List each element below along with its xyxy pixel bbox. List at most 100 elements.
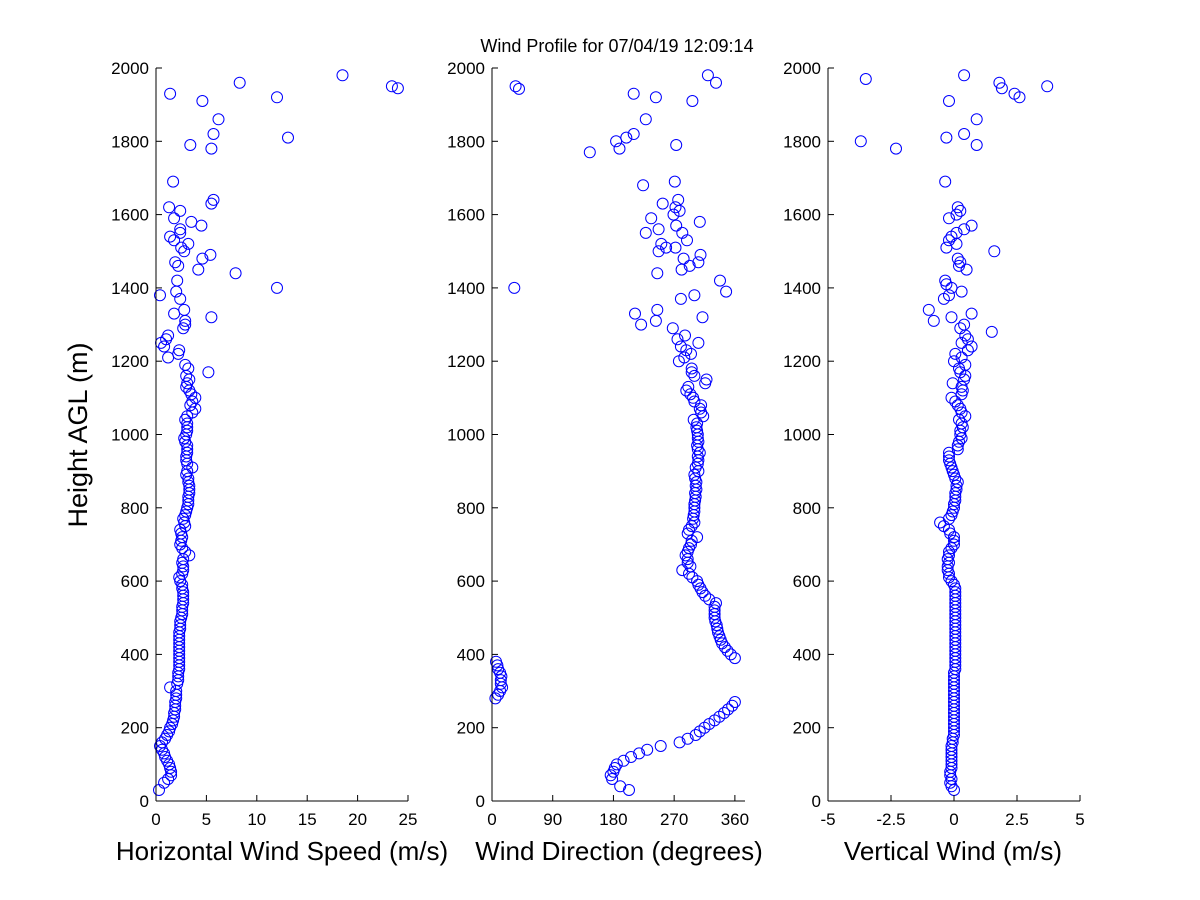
- height-ylabel: Height AGL (m): [63, 342, 93, 527]
- horizontal-speed-point: [202, 366, 215, 379]
- horizontal-speed-point: [229, 267, 242, 280]
- horizontal-speed-point: [185, 215, 198, 228]
- direction-point: [645, 212, 658, 225]
- horizontal-speed-point: [391, 82, 404, 95]
- horizontal-speed-point: [156, 736, 168, 749]
- horizontal-speed-point: [158, 340, 171, 353]
- horizontal-speed-point: [176, 531, 189, 544]
- vertical-point: [949, 347, 962, 360]
- direction-point: [687, 391, 700, 404]
- vertical-point: [946, 377, 959, 390]
- vertical-xlabel: Vertical Wind (m/s): [844, 836, 1062, 866]
- horizontal-speed-point: [271, 281, 283, 294]
- horizontal-speed-point: [233, 76, 246, 89]
- vertical-point: [927, 314, 940, 327]
- vertical-point: [954, 402, 967, 415]
- horizontal-speed-point: [180, 505, 193, 518]
- direction-point: [639, 226, 652, 239]
- direction-point: [668, 175, 681, 188]
- vertical-point: [950, 208, 963, 221]
- direction-y-tick-label: 1000: [447, 426, 485, 445]
- horizontal-speed-point: [179, 509, 192, 522]
- direction-point: [692, 256, 705, 269]
- vertical-point: [955, 351, 968, 364]
- horizontal-speed-point: [164, 681, 177, 694]
- direction-point: [652, 245, 665, 258]
- vertical-point: [958, 223, 971, 236]
- vertical-point: [948, 355, 960, 368]
- direction-point: [692, 336, 705, 349]
- horizontal-speed-point: [170, 692, 183, 705]
- vertical-point: [943, 450, 955, 463]
- vertical-y-tick-label: 1400: [783, 279, 821, 298]
- horizontal-speed-point: [385, 80, 398, 93]
- horizontal-speed-y-tick-label: 2000: [111, 59, 149, 78]
- direction-point: [684, 560, 697, 573]
- vertical-y-tick-label: 1800: [783, 132, 821, 151]
- horizontal-speed-point: [168, 307, 181, 320]
- direction-point: [669, 201, 682, 214]
- horizontal-speed-point: [158, 776, 171, 789]
- vertical-point: [940, 241, 953, 254]
- horizontal-speed-point: [196, 95, 209, 107]
- horizontal-speed-point: [182, 237, 195, 250]
- horizontal-speed-point: [173, 344, 186, 357]
- direction-point: [686, 95, 699, 107]
- direction-point: [683, 259, 696, 272]
- direction-points: [489, 69, 741, 796]
- direction-point: [711, 622, 724, 635]
- horizontal-speed-point: [212, 113, 225, 126]
- horizontal-speed-point: [183, 549, 196, 562]
- vertical-point: [943, 289, 955, 302]
- direction-point: [620, 131, 633, 144]
- vertical-point: [954, 204, 967, 217]
- direction-point: [712, 626, 724, 639]
- direction-point: [695, 399, 708, 412]
- horizontal-speed-point: [176, 567, 189, 580]
- horizontal-speed-y-tick-label: 800: [121, 499, 149, 518]
- direction-point: [679, 549, 692, 562]
- direction-y-tick-label: 400: [457, 645, 485, 664]
- direction-point: [649, 91, 662, 104]
- direction-point: [718, 707, 731, 719]
- horizontal-speed-point: [172, 259, 185, 272]
- direction-point: [633, 747, 646, 760]
- direction-point: [627, 87, 640, 100]
- horizontal-speed-point: [153, 784, 165, 796]
- vertical-point: [939, 175, 952, 188]
- horizontal-speed-point: [195, 219, 208, 232]
- direction-point: [689, 729, 702, 741]
- direction-point: [509, 80, 522, 93]
- direction-point: [667, 208, 680, 221]
- vertical-y-tick-label: 2000: [783, 59, 821, 78]
- direction-point: [728, 652, 741, 665]
- direction-y-tick-label: 1400: [447, 279, 485, 298]
- direction-point: [652, 223, 665, 236]
- vertical-point: [943, 212, 955, 225]
- direction-y-tick-label: 1600: [447, 206, 485, 225]
- direction-point: [629, 307, 641, 320]
- horizontal-speed-y-tick-label: 1000: [111, 426, 149, 445]
- horizontal-speed-point: [205, 311, 218, 324]
- vertical-point: [951, 201, 964, 214]
- direction-point: [700, 373, 713, 386]
- vertical-point: [951, 443, 964, 456]
- horizontal-speed-x-tick-label: 10: [247, 810, 266, 829]
- vertical-point: [965, 307, 978, 320]
- direction-point: [721, 644, 734, 657]
- vertical-point: [970, 139, 983, 151]
- horizontal-speed-point: [168, 234, 181, 247]
- horizontal-speed-y-tick-label: 1400: [111, 279, 149, 298]
- horizontal-speed-y-tick-label: 400: [121, 645, 149, 664]
- direction-point: [614, 780, 627, 793]
- horizontal-speed-point: [173, 571, 186, 584]
- vertical-x-tick-label: 0: [949, 810, 958, 829]
- direction-point: [641, 743, 654, 756]
- vertical-point: [890, 142, 902, 155]
- vertical-point: [985, 325, 998, 338]
- vertical-y-tick-label: 600: [793, 572, 821, 591]
- direction-point: [724, 648, 737, 661]
- horizontal-speed-point: [204, 248, 217, 261]
- direction-panel: 0 90 180 270 360 0 200 400 600 800 1000 1200 1400 160…: [447, 59, 763, 866]
- direction-point: [710, 597, 722, 610]
